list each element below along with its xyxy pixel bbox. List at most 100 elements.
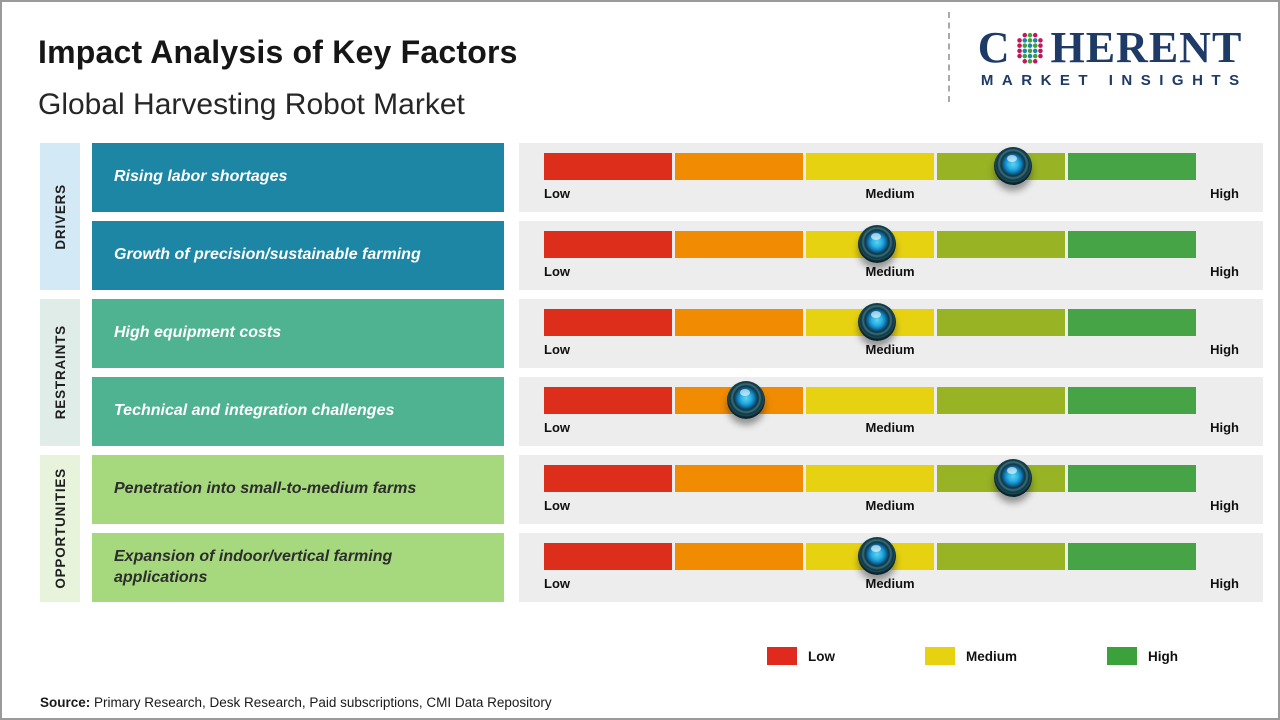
factor-label: Technical and integration challenges: [114, 402, 395, 420]
factor-row: Rising labor shortages Low Medium High: [92, 143, 1263, 212]
category-strip-restraints: RESTRAINTS: [40, 299, 80, 446]
page-subtitle: Global Harvesting Robot Market: [38, 88, 465, 121]
scale-segment: [544, 309, 672, 336]
category-strip-opportunities: OPPORTUNITIES: [40, 455, 80, 602]
impact-knob: [857, 537, 896, 575]
scale-label-high: High: [1210, 264, 1239, 279]
factor-label: Expansion of indoor/vertical farming app…: [114, 547, 393, 586]
scale-label-low: Low: [544, 576, 570, 591]
legend-label-medium: Medium: [966, 648, 1018, 664]
category-strip-drivers: DRIVERS: [40, 143, 80, 290]
factor-row: Technical and integration challenges Low…: [92, 377, 1263, 446]
group-opportunities: OPPORTUNITIES Penetration into small-to-…: [40, 455, 1263, 602]
factor-box: High equipment costs: [92, 299, 504, 368]
impact-bar: [544, 381, 1196, 419]
scale-segment: [675, 231, 803, 258]
scale-label-medium: Medium: [865, 576, 915, 591]
legend-swatch-medium: [925, 647, 955, 665]
group-restraints: RESTRAINTS High equipment costs Low: [40, 299, 1263, 446]
scale-labels: Low Medium High: [544, 342, 1239, 357]
factor-box: Growth of precision/sustainable farming: [92, 221, 504, 290]
legend: Low Medium High: [767, 647, 1178, 665]
brand-letters-rest: HERENT: [1050, 23, 1243, 72]
category-label-opportunities: OPPORTUNITIES: [52, 468, 68, 589]
scale-label-medium: Medium: [865, 264, 915, 279]
scale-label-low: Low: [544, 186, 570, 201]
header: Impact Analysis of Key Factors Global Ha…: [2, 2, 1278, 143]
impact-scale: Low Medium High: [519, 533, 1263, 602]
scale-segment: [1068, 309, 1196, 336]
impact-knob: [994, 147, 1033, 185]
brand-wordmark: C HERENT: [960, 26, 1260, 70]
factor-box: Expansion of indoor/vertical farming app…: [92, 533, 504, 602]
logo-divider: [948, 12, 950, 102]
scale-segment: [937, 309, 1065, 336]
legend-item-low: Low: [767, 647, 835, 665]
scale-segment: [1068, 543, 1196, 570]
impact-scale: Low Medium High: [519, 455, 1263, 524]
scale-label-medium: Medium: [865, 342, 915, 357]
scale-segment: [1068, 153, 1196, 180]
scale-segment: [544, 543, 672, 570]
source-prefix: Source:: [40, 695, 91, 710]
impact-knob: [857, 225, 896, 263]
factor-label: Penetration into small-to-medium farms: [114, 480, 417, 498]
factor-row: Growth of precision/sustainable farming …: [92, 221, 1263, 290]
scale-label-low: Low: [544, 498, 570, 513]
impact-matrix: DRIVERS Rising labor shortages Low: [40, 143, 1263, 602]
scale-labels: Low Medium High: [544, 264, 1239, 279]
legend-swatch-low: [767, 647, 797, 665]
category-label-restraints: RESTRAINTS: [52, 325, 68, 420]
scale-segment: [806, 465, 934, 492]
scale-segment: [806, 387, 934, 414]
impact-knob: [994, 459, 1033, 497]
scale-segments: [544, 543, 1196, 570]
scale-segment: [675, 153, 803, 180]
factor-box: Technical and integration challenges: [92, 377, 504, 446]
impact-scale: Low Medium High: [519, 143, 1263, 212]
source-note: Source: Primary Research, Desk Research,…: [40, 695, 552, 710]
globe-icon: [1011, 29, 1049, 67]
scale-labels: Low Medium High: [544, 186, 1239, 201]
scale-segment: [675, 543, 803, 570]
scale-label-low: Low: [544, 264, 570, 279]
scale-segment: [1068, 387, 1196, 414]
scale-segment: [937, 543, 1065, 570]
scale-segment: [1068, 465, 1196, 492]
impact-bar: [544, 459, 1196, 497]
scale-label-medium: Medium: [865, 186, 915, 201]
legend-item-high: High: [1107, 647, 1178, 665]
scale-label-high: High: [1210, 498, 1239, 513]
scale-label-high: High: [1210, 420, 1239, 435]
category-label-drivers: DRIVERS: [52, 183, 68, 250]
factor-box: Rising labor shortages: [92, 143, 504, 212]
group-drivers: DRIVERS Rising labor shortages Low: [40, 143, 1263, 290]
factor-row: Expansion of indoor/vertical farming app…: [92, 533, 1263, 602]
brand-letter-c: C: [977, 23, 1011, 72]
legend-swatch-high: [1107, 647, 1138, 665]
scale-label-high: High: [1210, 186, 1239, 201]
impact-scale: Low Medium High: [519, 299, 1263, 368]
legend-label-low: Low: [808, 648, 835, 664]
scale-label-medium: Medium: [865, 498, 915, 513]
scale-segment: [1068, 231, 1196, 258]
page-title: Impact Analysis of Key Factors: [38, 34, 518, 70]
factor-label: Rising labor shortages: [114, 168, 288, 186]
scale-labels: Low Medium High: [544, 576, 1239, 591]
brand-logo: C HERENT MARKET INSIGHTS: [960, 26, 1260, 90]
scale-label-low: Low: [544, 342, 570, 357]
scale-label-high: High: [1210, 342, 1239, 357]
scale-segment: [675, 465, 803, 492]
scale-label-medium: Medium: [865, 420, 915, 435]
scale-segment: [675, 309, 803, 336]
scale-label-low: Low: [544, 420, 570, 435]
scale-label-high: High: [1210, 576, 1239, 591]
source-text: Primary Research, Desk Research, Paid su…: [90, 695, 552, 710]
scale-segments: [544, 153, 1196, 180]
factor-box: Penetration into small-to-medium farms: [92, 455, 504, 524]
scale-segment: [937, 231, 1065, 258]
scale-segment: [544, 153, 672, 180]
brand-tagline: MARKET INSIGHTS: [980, 72, 1248, 89]
impact-bar: [544, 147, 1196, 185]
impact-bar: [544, 225, 1196, 263]
